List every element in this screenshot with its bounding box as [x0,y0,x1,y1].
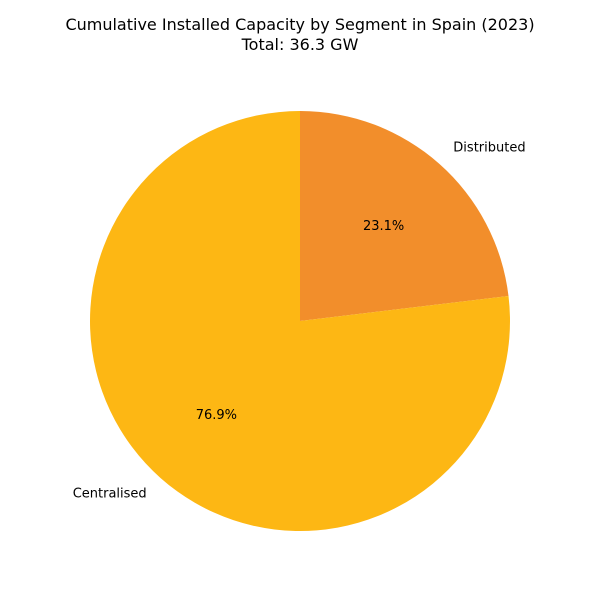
pie-slice-distributed [300,111,509,321]
pie-category-label-centralised: Centralised [73,486,147,501]
pie-percent-label-centralised: 76.9% [196,408,237,423]
pie-slices [90,111,510,531]
pie-percent-label-distributed: 23.1% [363,219,404,234]
pie-slice-centralised [90,111,510,531]
chart-title: Cumulative Installed Capacity by Segment… [65,15,534,34]
pie-category-label-distributed: Distributed [453,141,525,156]
pie-labels: 23.1% Distributed 76.9% Centralised [73,141,526,502]
chart-subtitle: Total: 36.3 GW [241,35,359,54]
